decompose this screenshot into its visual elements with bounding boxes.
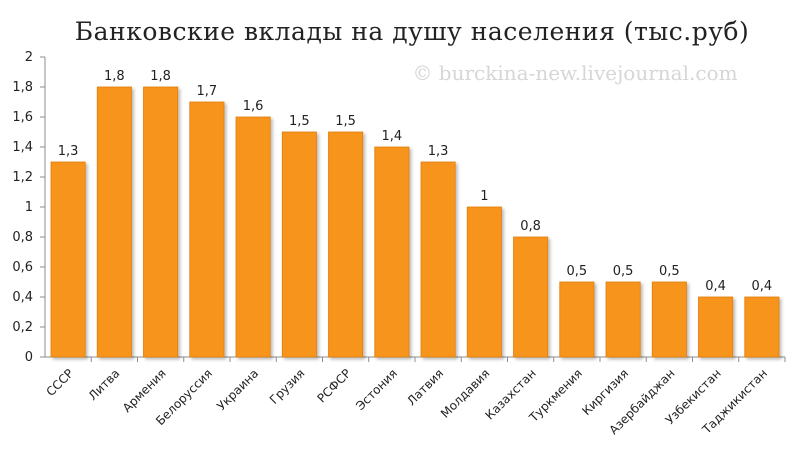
y-tick-label: 2 (25, 50, 33, 65)
data-label: 1,8 (104, 69, 125, 84)
data-label: 1,5 (289, 114, 310, 129)
bar (281, 131, 317, 358)
bar (374, 146, 410, 358)
x-tick-label: СССР (43, 366, 76, 399)
y-tick-label: 0,6 (12, 260, 33, 275)
data-label: 0,5 (567, 264, 588, 279)
data-label: 1,8 (150, 69, 171, 84)
bar (50, 161, 86, 358)
x-tick-label: Армения (120, 366, 169, 415)
y-tick-label: 1,6 (12, 110, 33, 125)
y-tick-label: 0,2 (12, 320, 33, 335)
x-tick-label: Украина (214, 366, 261, 413)
bar (96, 86, 132, 358)
bar (513, 236, 549, 358)
data-label: 0,4 (752, 279, 773, 294)
bar (189, 101, 225, 358)
bar (605, 281, 641, 358)
bar (143, 86, 179, 358)
x-tick-label: РСФСР (314, 366, 353, 405)
y-tick-label: 1 (25, 200, 33, 215)
bar (328, 131, 364, 358)
data-label: 1 (480, 189, 488, 204)
data-label: 1,3 (428, 144, 449, 159)
y-axis-ticks: 0 0,2 0,4 0,6 0,8 1 1,2 1,4 1,6 1,8 2 (12, 50, 45, 365)
watermark-text: © burckina-new.livejournal.com (412, 61, 737, 85)
bar (651, 281, 687, 358)
data-label: 0,8 (520, 219, 541, 234)
x-tick-label: Грузия (267, 366, 308, 407)
bar (466, 206, 502, 358)
bar (744, 296, 780, 358)
bar (235, 116, 271, 358)
data-label: 0,5 (659, 264, 680, 279)
data-label: 1,6 (243, 99, 264, 114)
y-tick-label: 1,4 (12, 140, 33, 155)
y-tick-label: 0,4 (12, 290, 33, 305)
y-tick-label: 0 (25, 350, 33, 365)
y-tick-label: 1,2 (12, 170, 33, 185)
x-tick-label: Литва (86, 366, 123, 403)
x-tick-label: Латвия (404, 366, 446, 408)
bar (559, 281, 595, 358)
data-labels-group: 1,3 1,8 1,8 1,7 1,6 1,5 1,5 1,4 1,3 1 0,8 0,5 0,5 0,5… (58, 69, 772, 294)
bars-group (50, 86, 780, 358)
chart-title: Банковские вклады на душу населения (тыс… (75, 17, 750, 46)
data-label: 0,4 (705, 279, 726, 294)
data-label: 1,4 (382, 129, 403, 144)
data-label: 1,5 (335, 114, 356, 129)
bar (698, 296, 734, 358)
y-tick-label: 0,8 (12, 230, 33, 245)
data-label: 0,5 (613, 264, 634, 279)
bar (420, 161, 456, 358)
x-tick-label: Эстония (353, 366, 400, 413)
y-tick-label: 1,8 (12, 80, 33, 95)
data-label: 1,7 (197, 84, 218, 99)
data-label: 1,3 (58, 144, 79, 159)
